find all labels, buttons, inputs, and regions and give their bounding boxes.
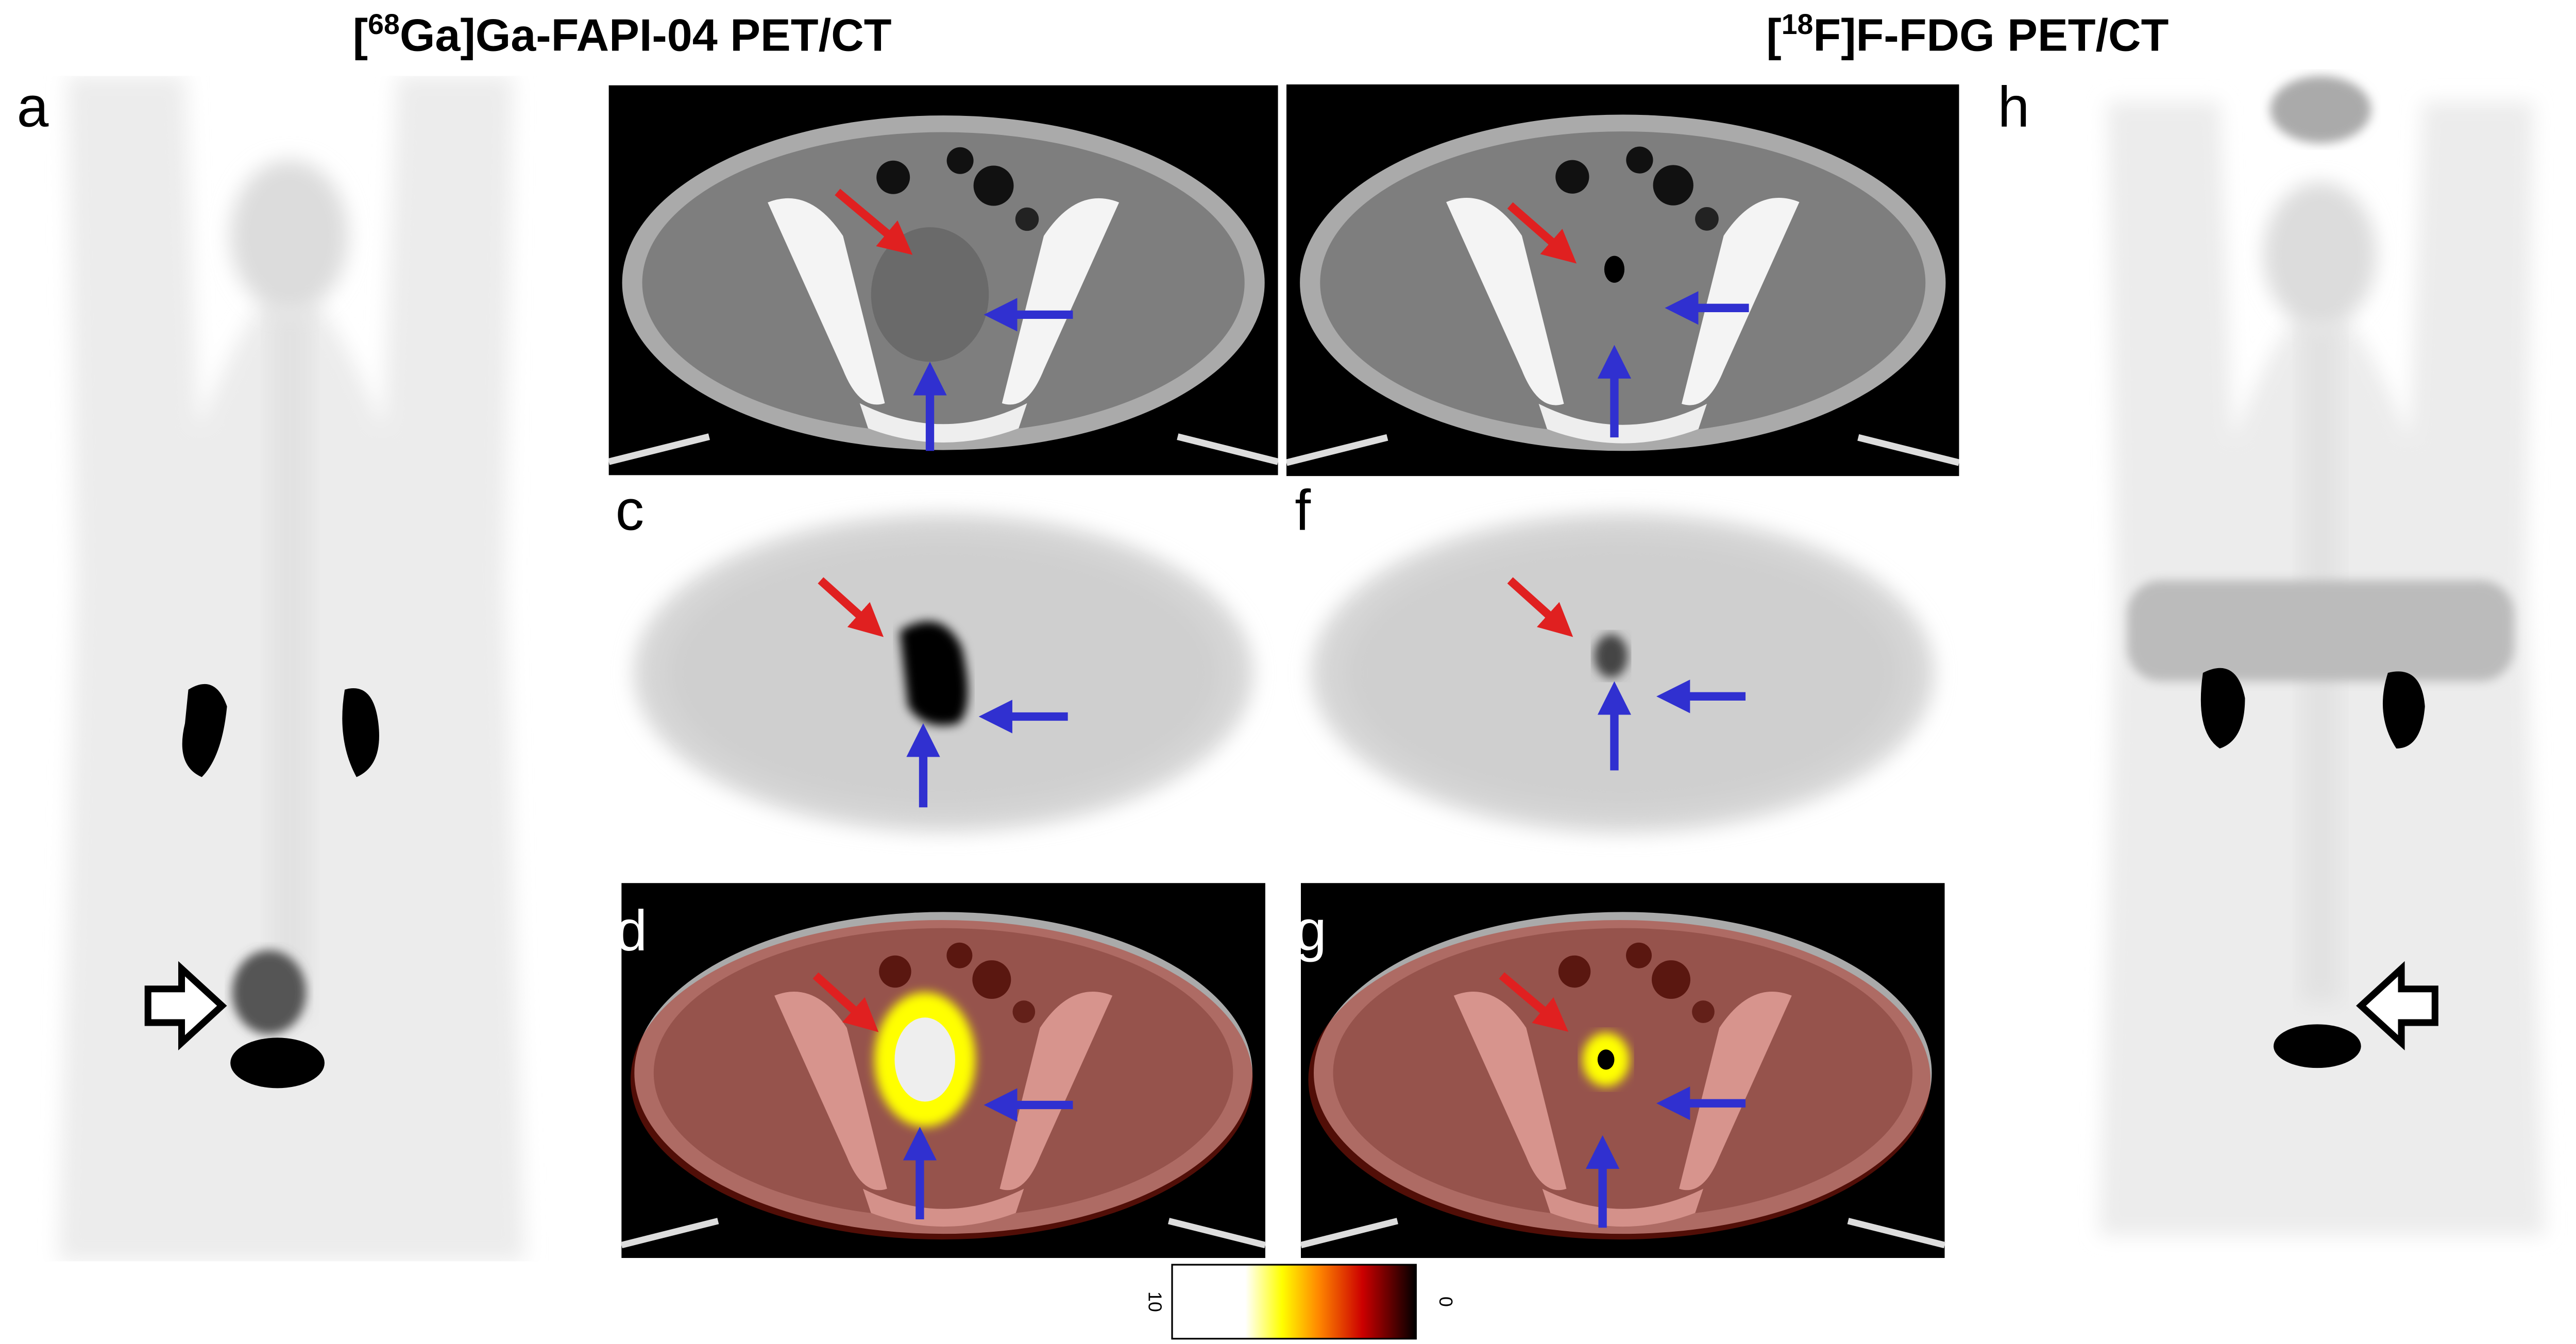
title-part: F]F-FDG PET/CT: [1813, 9, 2168, 60]
panel-a: a: [17, 75, 525, 1261]
panel-label: c: [616, 479, 644, 542]
panel-label: a: [17, 75, 49, 139]
panel-c: c: [609, 479, 1278, 865]
title: [68Ga]Ga-FAPI-04 PET/CT: [353, 8, 892, 61]
panel-label: g: [1295, 899, 1327, 963]
panel-h: h: [1998, 75, 2545, 1235]
panel-label: d: [616, 899, 648, 963]
title: [18F]F-FDG PET/CT: [1766, 8, 2168, 61]
title-part: [: [1766, 9, 1781, 60]
panel-g: g: [1295, 883, 1944, 1258]
isotope: 68: [368, 8, 400, 40]
panel-b: b: [609, 86, 1278, 475]
panel-label: f: [1295, 479, 1311, 542]
title-part: [: [353, 9, 368, 60]
panel-f: f: [1286, 479, 1959, 866]
title-part: Ga]Ga-FAPI-04 PET/CT: [400, 9, 892, 60]
colorbar: 10 0: [1144, 1264, 1456, 1340]
panel-e: e: [1286, 84, 1959, 477]
panel-label: e: [1295, 92, 1327, 156]
colorbar-min: 0: [1435, 1297, 1456, 1307]
isotope: 18: [1782, 8, 1814, 40]
panel-label: h: [1998, 75, 2030, 139]
colorbar-max: 10: [1144, 1291, 1165, 1312]
panel-d: d: [616, 883, 1265, 1258]
panel-label: b: [616, 92, 648, 156]
